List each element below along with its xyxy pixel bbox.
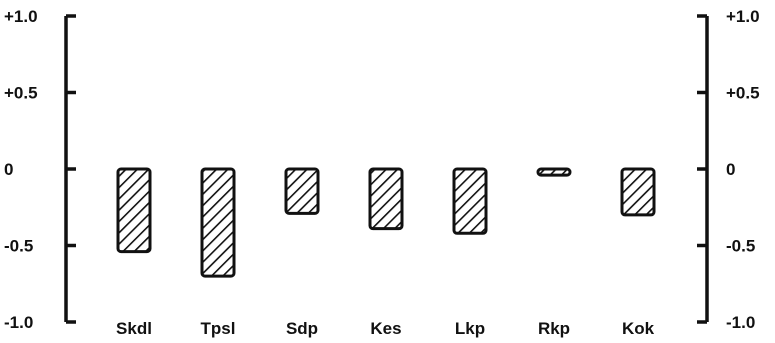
- category-labels: Skdl Tpsl Sdp Kes Lkp Rkp Kok: [116, 319, 655, 338]
- left-tick-label: -0.5: [4, 237, 33, 256]
- category-label: Sdp: [286, 319, 318, 338]
- right-tick-label: +1.0: [726, 7, 760, 26]
- right-tick-label: -0.5: [726, 237, 755, 256]
- bar-skdl: [116, 167, 152, 254]
- bar-kok: [620, 167, 656, 217]
- left-tick-label: 0: [4, 160, 13, 179]
- category-label: Rkp: [538, 319, 570, 338]
- category-label: Skdl: [116, 319, 152, 338]
- right-tick-label: +0.5: [726, 84, 760, 103]
- bar-tpsl: [200, 167, 236, 278]
- left-tick-label: -1.0: [4, 313, 33, 332]
- category-label: Tpsl: [201, 319, 236, 338]
- bar-sdp: [284, 167, 320, 215]
- right-y-axis: +1.0 +0.5 0 -0.5 -1.0: [697, 7, 760, 332]
- left-y-axis: +1.0 +0.5 0 -0.5 -1.0: [4, 7, 76, 332]
- bar-rkp: [536, 167, 572, 177]
- bars-group: [116, 167, 656, 278]
- right-tick-label: 0: [726, 160, 735, 179]
- category-label: Lkp: [455, 319, 485, 338]
- right-tick-label: -1.0: [726, 313, 755, 332]
- left-tick-label: +0.5: [4, 84, 38, 103]
- left-tick-label: +1.0: [4, 7, 38, 26]
- category-label: Kok: [622, 319, 655, 338]
- category-label: Kes: [370, 319, 401, 338]
- bar-lkp: [452, 167, 488, 235]
- bar-kes: [368, 167, 404, 231]
